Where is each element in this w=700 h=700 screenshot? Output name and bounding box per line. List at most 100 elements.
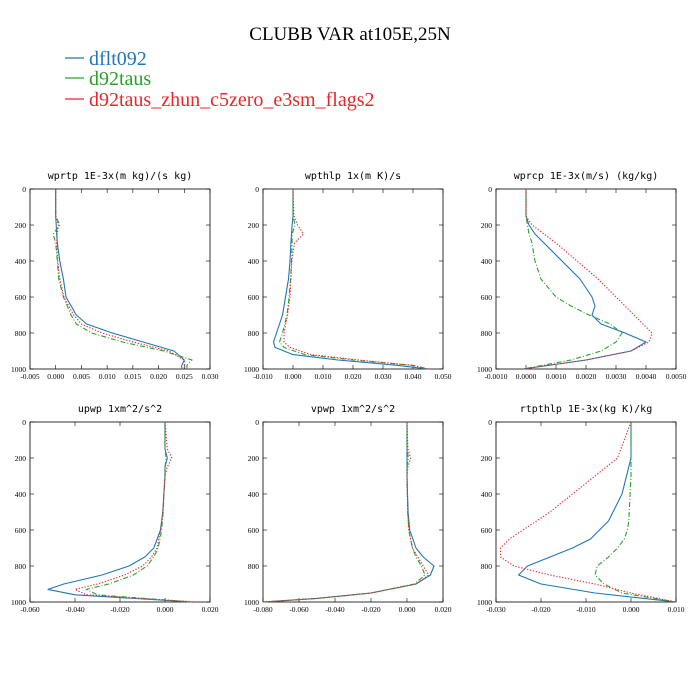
- legend: dflt092 d92taus d92taus_zhun_c5zero_e3sm…: [65, 48, 374, 111]
- x-tick-label: 0.000: [399, 605, 416, 614]
- y-tick-label: 600: [248, 293, 260, 302]
- x-tick-label: -0.080: [253, 605, 273, 614]
- y-tick-label: 800: [481, 329, 493, 338]
- y-tick-label: 200: [481, 454, 493, 463]
- y-tick-label: 400: [15, 257, 27, 266]
- x-tick-label: 0.0020: [576, 372, 597, 381]
- panel-5: vpwp 1xm^2/s^2 -0.080 -0.060 -0.040 -0.020 0.…: [244, 404, 452, 614]
- x-tick-label: 0.030: [202, 372, 219, 381]
- plot-frame: [262, 188, 444, 370]
- y-tick-label: 200: [248, 454, 260, 463]
- series-line-dflt092: [272, 189, 429, 370]
- x-tick-label: -0.010: [253, 372, 273, 381]
- y-tick-label: 200: [248, 221, 260, 230]
- series-line-dflt092: [55, 189, 185, 369]
- x-tick-label: 0.040: [405, 372, 422, 381]
- y-tick-label: 800: [248, 329, 260, 338]
- x-tick-label: 0.020: [345, 372, 362, 381]
- y-tick-label: 600: [481, 526, 493, 535]
- x-tick-label: 0.025: [176, 372, 193, 381]
- series-line-d92taus-zhun: [499, 421, 677, 603]
- y-tick-label: 200: [15, 221, 27, 230]
- x-tick-label: 0.0000: [516, 372, 537, 381]
- plot-frame: [495, 188, 677, 370]
- x-tick-label: -0.060: [20, 605, 40, 614]
- y-tick-label: 0: [255, 185, 259, 194]
- y-tick-label: 0: [22, 418, 26, 427]
- y-tick-label: 1000: [11, 598, 26, 607]
- x-tick-label: -0.040: [325, 605, 345, 614]
- x-tick-label: 0.0040: [636, 372, 657, 381]
- x-tick-label: 0.015: [124, 372, 141, 381]
- series-line-dflt092: [47, 422, 193, 603]
- series-line-d92taus: [85, 422, 193, 603]
- series-line-d92taus-zhun: [262, 421, 430, 603]
- x-tick-label: -0.040: [65, 605, 85, 614]
- legend-label-dflt092: dflt092: [89, 48, 147, 70]
- y-tick-label: 600: [15, 293, 27, 302]
- y-tick-label: 0: [22, 185, 26, 194]
- y-tick-label: 1000: [244, 598, 259, 607]
- x-tick-label: -0.020: [110, 605, 130, 614]
- x-tick-label: -0.020: [361, 605, 381, 614]
- x-tick-label: 0.000: [285, 372, 302, 381]
- series-line-d92taus: [594, 422, 677, 603]
- panel-4: upwp 1xm^2/s^2 -0.060 -0.040 -0.020 0.000 0.0…: [11, 404, 219, 614]
- y-tick-label: 800: [15, 329, 27, 338]
- x-tick-label: 0.010: [668, 605, 685, 614]
- plot-frame: [29, 421, 211, 603]
- panel-title: upwp 1xm^2/s^2: [78, 404, 162, 415]
- x-tick-label: 0.000: [47, 372, 64, 381]
- x-tick-label: 0.050: [435, 372, 452, 381]
- series-line-dflt092: [522, 189, 647, 370]
- x-tick-label: 0.010: [315, 372, 332, 381]
- x-tick-label: 0.010: [99, 372, 116, 381]
- x-tick-label: -0.060: [289, 605, 309, 614]
- panel-title: wpthlp 1x(m K)/s: [305, 171, 401, 182]
- x-tick-label: 0.000: [157, 605, 174, 614]
- series-line-d92taus: [278, 189, 429, 370]
- x-tick-label: 0.030: [375, 372, 392, 381]
- y-tick-label: 800: [15, 562, 27, 571]
- y-tick-label: 1000: [244, 365, 259, 374]
- y-tick-label: 600: [481, 293, 493, 302]
- x-tick-label: 0.0010: [546, 372, 567, 381]
- figure-title: CLUBB VAR at105E,25N: [249, 24, 451, 45]
- series-line-d92taus-zhun: [522, 189, 653, 370]
- x-tick-label: 0.000: [623, 605, 640, 614]
- plot-frame: [29, 188, 211, 370]
- panel-title: vpwp 1xm^2/s^2: [311, 404, 395, 415]
- panel-1: wprtp 1E-3x(m kg)/(s kg) -0.005 0.000 0.005…: [11, 171, 219, 381]
- panel-title: wprtp 1E-3x(m kg)/(s kg): [48, 171, 193, 182]
- series-line-d92taus-zhun: [283, 188, 429, 370]
- x-tick-label: -0.0010: [484, 372, 507, 381]
- panels: wprtp 1E-3x(m kg)/(s kg) -0.005 0.000 0.005…: [11, 171, 687, 614]
- y-tick-label: 200: [15, 454, 27, 463]
- y-tick-label: 400: [248, 490, 260, 499]
- legend-label-d92taus-zhun: d92taus_zhun_c5zero_e3sm_flags2: [89, 89, 374, 111]
- panel-title: rtpthlp 1E-3x(kg K)/kg: [520, 404, 652, 415]
- y-tick-label: 200: [481, 221, 493, 230]
- x-tick-label: 0.0030: [606, 372, 627, 381]
- series-line-d92taus: [52, 189, 193, 369]
- y-tick-label: 400: [248, 257, 260, 266]
- x-tick-label: 0.020: [202, 605, 219, 614]
- y-tick-label: 1000: [11, 365, 26, 374]
- x-tick-label: -0.020: [531, 605, 551, 614]
- y-tick-label: 400: [481, 257, 493, 266]
- panel-2: wpthlp 1x(m K)/s -0.010 0.000 0.010 0.020 0.0…: [244, 171, 452, 381]
- panel-3: wprcp 1E-3x(m/s) (kg/kg) -0.0010 0.0000 0.0…: [477, 171, 687, 381]
- panel-6: rtpthlp 1E-3x(kg K)/kg -0.030 -0.020 -0.010…: [477, 404, 685, 614]
- x-tick-label: 0.005: [73, 372, 90, 381]
- y-tick-label: 0: [255, 418, 259, 427]
- y-tick-label: 600: [15, 526, 27, 535]
- series-line-d92taus-zhun: [74, 421, 197, 603]
- series-line-d92taus: [522, 189, 623, 370]
- legend-label-d92taus: d92taus: [89, 68, 151, 90]
- y-tick-label: 400: [15, 490, 27, 499]
- y-tick-label: 800: [248, 562, 260, 571]
- y-tick-label: 400: [481, 490, 493, 499]
- series-line-d92taus-zhun: [55, 189, 185, 369]
- plot-frame: [495, 421, 677, 603]
